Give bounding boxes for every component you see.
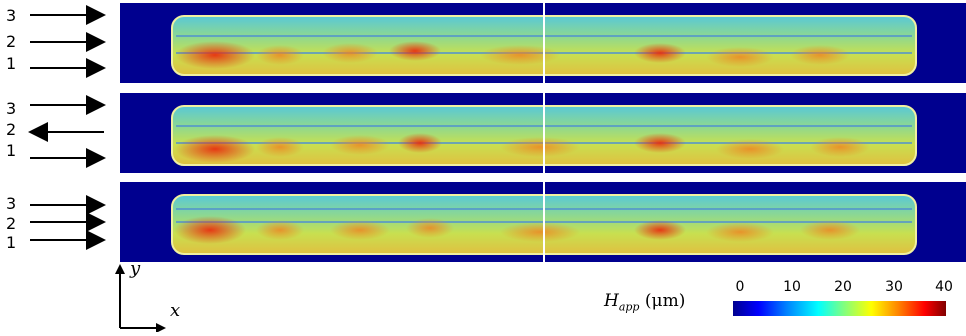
arrow-label: 1 — [6, 54, 17, 73]
arrow-label: 2 — [6, 32, 17, 51]
colorbar-title-subscript: app — [618, 300, 640, 314]
arrow-label: 3 — [6, 194, 17, 213]
colorbar-title: Happ (μm) — [604, 291, 685, 313]
colorbar — [733, 301, 946, 316]
colorbar-tick: 40 — [935, 279, 953, 295]
colorbar-tick: 10 — [783, 279, 801, 295]
x-axis-label: x — [170, 300, 181, 321]
arrow-label: 1 — [6, 141, 17, 160]
arrow-label: 2 — [6, 120, 17, 139]
colorbar-title-symbol: H — [604, 291, 619, 311]
colorbar-tick: 30 — [885, 279, 903, 295]
colorbar-tick: 0 — [735, 279, 745, 295]
colorbar-tick: 20 — [834, 279, 852, 295]
coordinate-axes-icon — [115, 264, 166, 332]
arrow-label: 2 — [6, 214, 17, 233]
colorbar-title-unit: (μm) — [639, 291, 686, 311]
heatmap-panel-3 — [120, 182, 966, 262]
heatmap-panel-1 — [120, 3, 966, 83]
y-axis-label: y — [130, 258, 141, 279]
arrow-layer — [28, 5, 106, 250]
arrow-label: 3 — [6, 99, 17, 118]
arrow-label: 1 — [6, 233, 17, 252]
arrow-label: 3 — [6, 6, 17, 25]
heatmap-panel-2 — [120, 93, 966, 173]
